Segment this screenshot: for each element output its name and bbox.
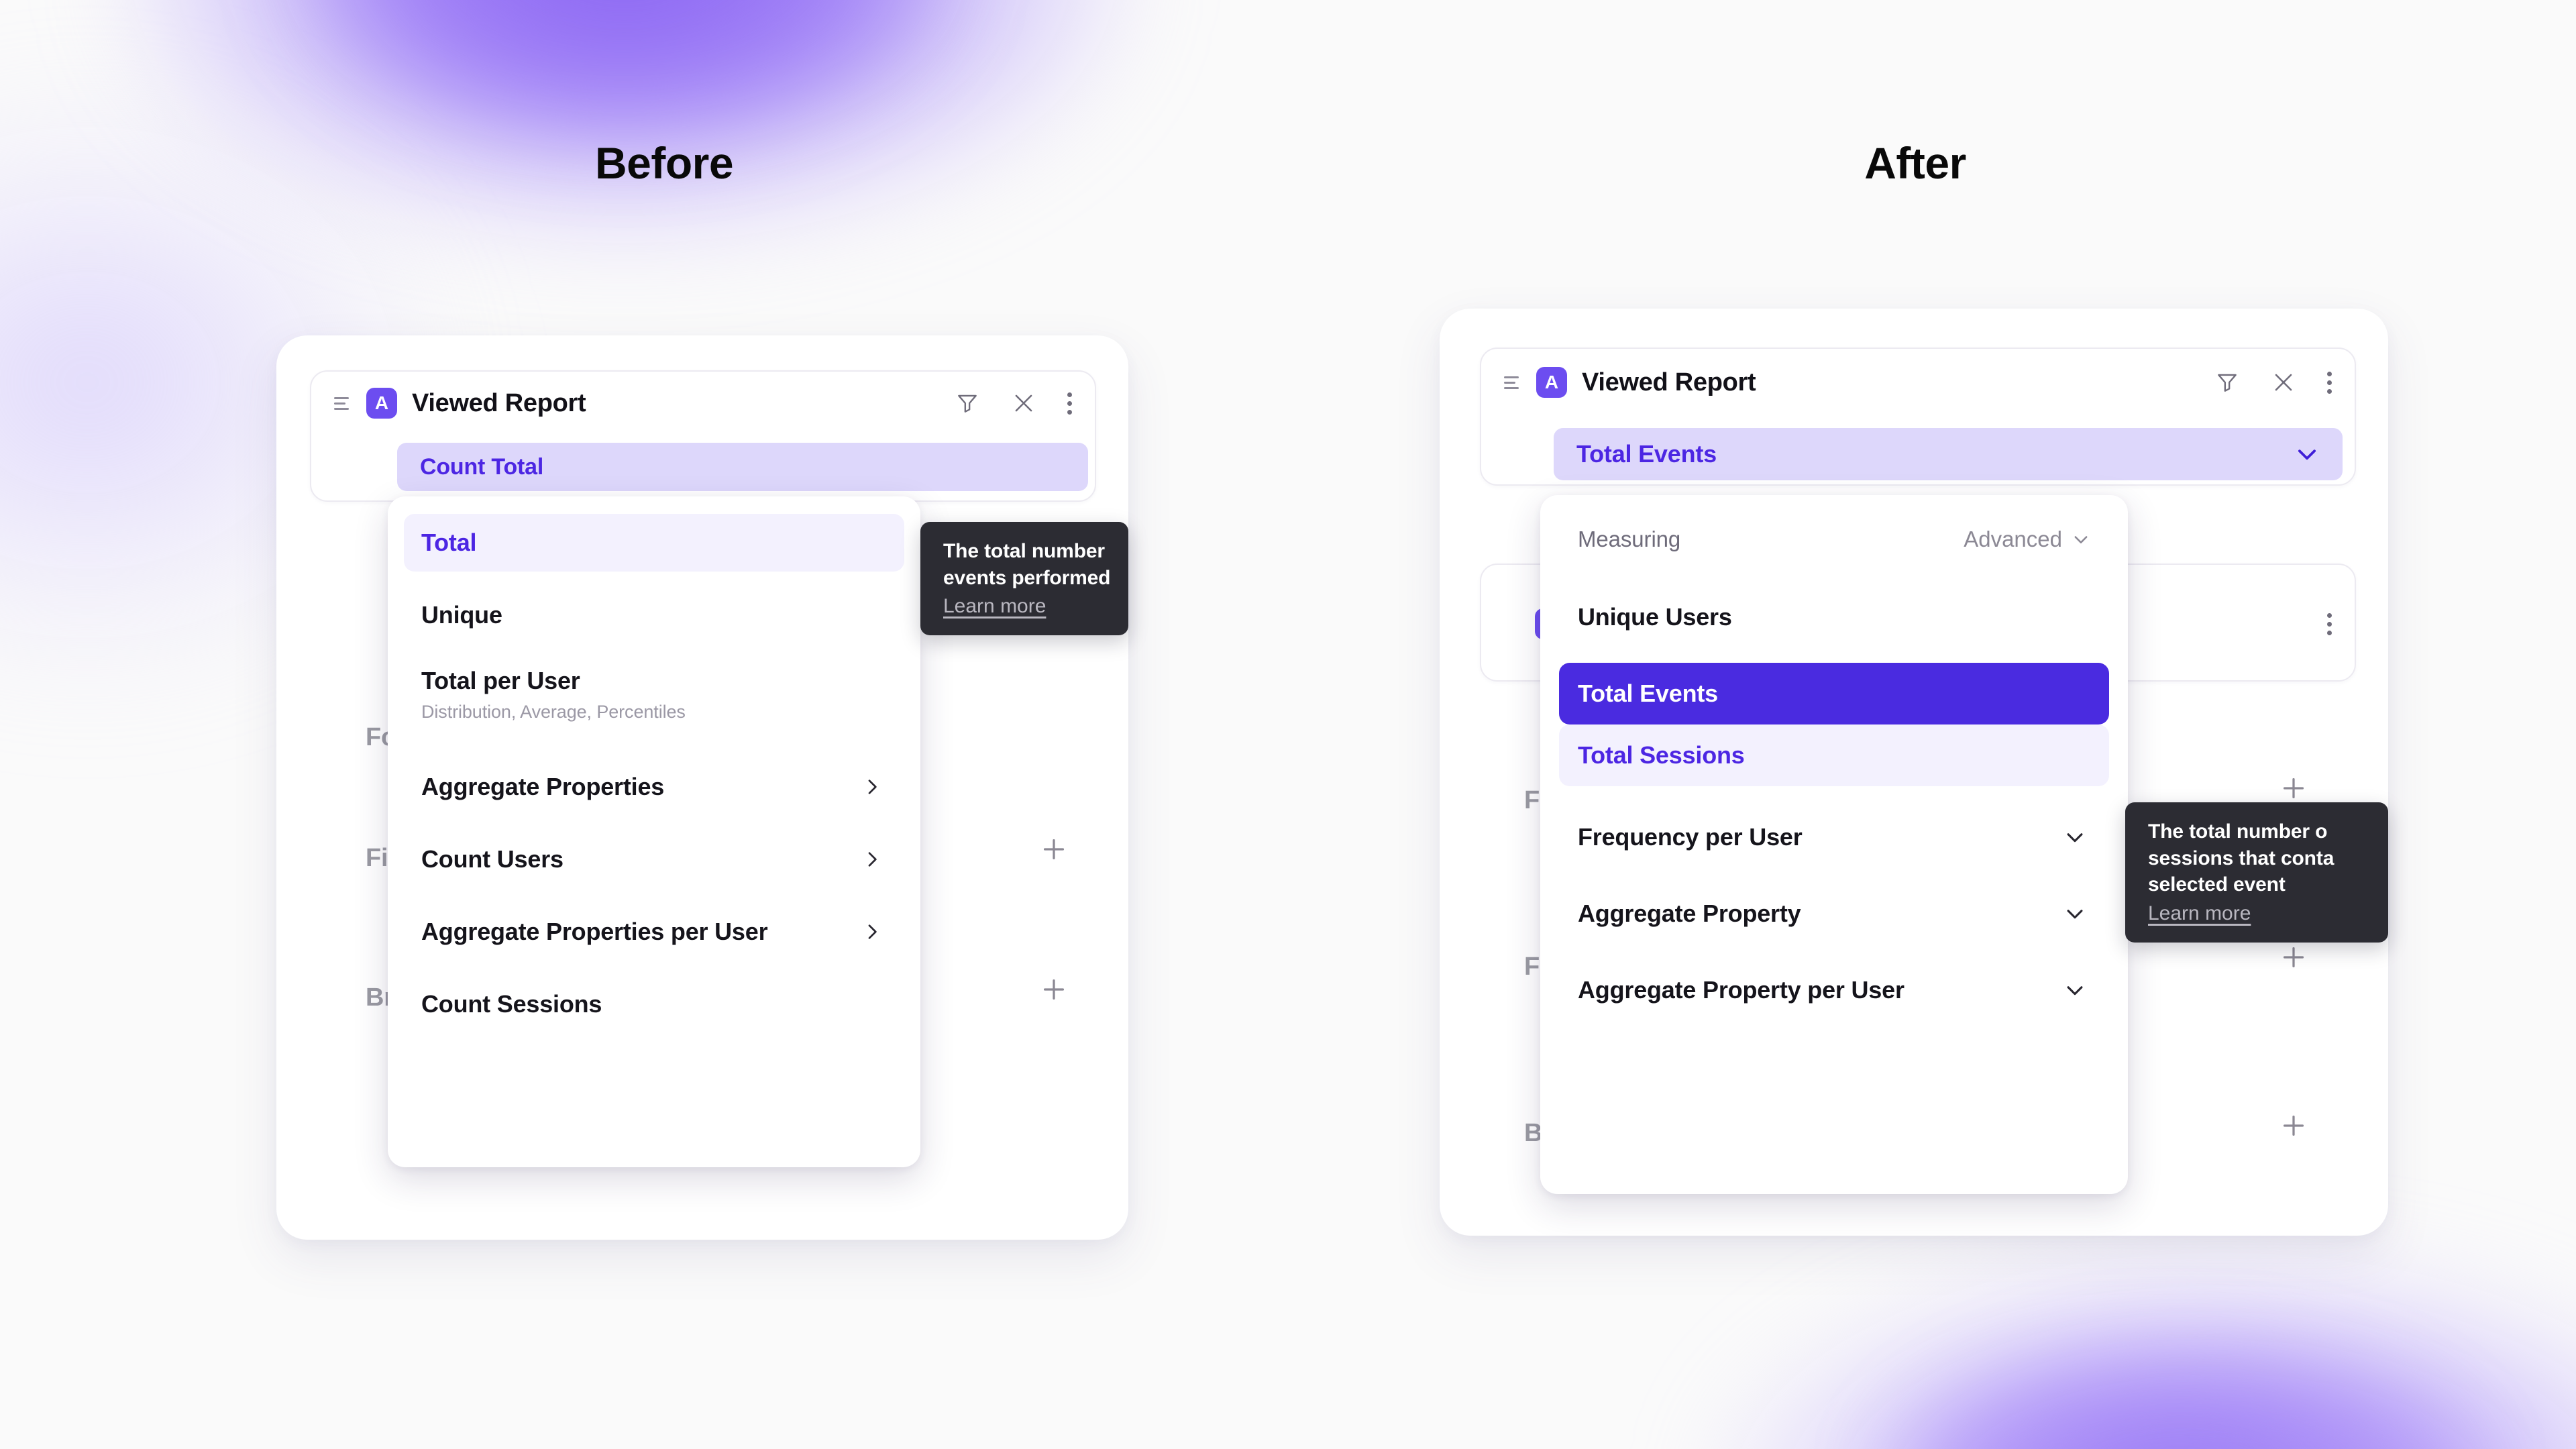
after-menu-item-total-sessions[interactable]: Total Sessions: [1559, 724, 2109, 786]
before-measurement-dropdown: Total Unique Total per User Distribution…: [388, 496, 920, 1167]
before-metric-chip-label: Count Total: [420, 453, 544, 480]
before-tooltip-learn-more-link[interactable]: Learn more: [943, 595, 1046, 618]
background-glow-top: [121, 0, 1127, 235]
before-add-filter-button[interactable]: [1038, 834, 1069, 865]
after-second-panel-actions: [2327, 612, 2332, 635]
after-add-formula-button[interactable]: [2278, 773, 2309, 804]
after-step-badge: A: [1536, 367, 1567, 398]
chevron-down-icon: [2063, 826, 2086, 849]
menu-spacer: [404, 816, 904, 830]
background-glow-bottom-core: [1878, 1342, 2482, 1449]
drag-handle-icon[interactable]: [334, 396, 352, 410]
section-heading-before: Before: [594, 138, 734, 188]
more-vertical-icon[interactable]: [1067, 392, 1072, 415]
before-panel-title: Viewed Report: [412, 388, 586, 417]
menu-spacer: [1559, 945, 2109, 959]
section-heading-after: After: [1864, 138, 1966, 188]
close-icon[interactable]: [2271, 370, 2296, 395]
background-glow-top-core: [288, 0, 959, 148]
before-panel-actions: [955, 390, 1072, 416]
before-tooltip: The total number events performed Learn …: [920, 522, 1128, 636]
before-add-breakdown-button[interactable]: [1038, 974, 1069, 1005]
after-add-filter-button[interactable]: [2278, 942, 2309, 973]
before-metric-chip[interactable]: Count Total: [397, 443, 1088, 491]
before-menu-item-aggregate-properties-per-user[interactable]: Aggregate Properties per User: [404, 903, 904, 961]
after-menu-item-aggregate-property[interactable]: Aggregate Property: [1559, 883, 2109, 945]
after-menu-advanced-toggle[interactable]: Advanced: [1964, 527, 2090, 552]
chevron-down-icon: [2063, 902, 2086, 925]
after-tooltip: The total number o sessions that conta s…: [2125, 802, 2388, 943]
chevron-right-icon: [861, 776, 883, 798]
after-metric-chip-label: Total Events: [1576, 440, 1717, 468]
filter-icon[interactable]: [2214, 370, 2240, 395]
tooltip-arrow-icon: [2125, 840, 2127, 869]
before-panel-header: A Viewed Report: [311, 372, 1095, 435]
after-menu-item-aggregate-property-per-user[interactable]: Aggregate Property per User: [1559, 959, 2109, 1021]
after-panel-actions: [2214, 370, 2332, 395]
after-menu-item-total-events[interactable]: Total Events: [1559, 663, 2109, 724]
more-vertical-icon[interactable]: [2327, 612, 2332, 635]
menu-spacer: [404, 888, 904, 903]
menu-spacer: [1559, 786, 2109, 806]
background-glow-bottom: [1717, 1261, 2576, 1449]
before-menu-item-count-users[interactable]: Count Users: [404, 830, 904, 888]
after-panel-title: Viewed Report: [1582, 368, 1756, 396]
before-menu-item-aggregate-properties[interactable]: Aggregate Properties: [404, 758, 904, 816]
chevron-down-icon: [2072, 530, 2090, 549]
chevron-down-icon: [2294, 441, 2320, 467]
after-menu-advanced-label: Advanced: [1964, 527, 2062, 551]
chevron-down-icon: [2063, 979, 2086, 1002]
menu-spacer: [1559, 566, 2109, 586]
menu-spacer: [404, 961, 904, 975]
chevron-right-icon: [861, 921, 883, 943]
after-tooltip-learn-more-link[interactable]: Learn more: [2148, 902, 2251, 924]
after-menu-item-unique-users[interactable]: Unique Users: [1578, 603, 1732, 631]
menu-spacer: [1559, 868, 2109, 883]
after-menu-section-title: Measuring: [1578, 527, 1681, 551]
tooltip-arrow-icon: [920, 557, 922, 586]
close-icon[interactable]: [1011, 390, 1036, 416]
before-tooltip-body: The total number events performed: [943, 540, 1111, 589]
after-menu-item-frequency-per-user[interactable]: Frequency per User: [1559, 806, 2109, 868]
menu-spacer: [1559, 648, 2109, 663]
menu-spacer: [404, 738, 904, 758]
before-menu-item-count-sessions[interactable]: Count Sessions: [421, 990, 602, 1018]
after-tooltip-body: The total number o sessions that conta s…: [2148, 820, 2334, 896]
after-measurement-dropdown: Measuring Advanced Unique Users Total Ev…: [1540, 495, 2128, 1194]
before-step-badge: A: [366, 388, 397, 419]
after-add-breakdown-button[interactable]: [2278, 1110, 2309, 1141]
after-menu-section-measuring: Measuring Advanced: [1559, 513, 2109, 566]
menu-spacer: [404, 572, 904, 586]
after-panel-header: A Viewed Report: [1481, 349, 2355, 416]
before-menu-item-unique[interactable]: Unique: [421, 601, 502, 629]
after-metric-chip[interactable]: Total Events: [1554, 428, 2343, 480]
drag-handle-icon[interactable]: [1504, 376, 1521, 389]
before-menu-item-total-per-user[interactable]: Total per User Distribution, Average, Pe…: [421, 667, 686, 722]
chevron-right-icon: [861, 849, 883, 870]
before-menu-item-total[interactable]: Total: [404, 514, 904, 572]
menu-spacer: [404, 644, 904, 659]
more-vertical-icon[interactable]: [2327, 371, 2332, 394]
filter-icon[interactable]: [955, 390, 980, 416]
